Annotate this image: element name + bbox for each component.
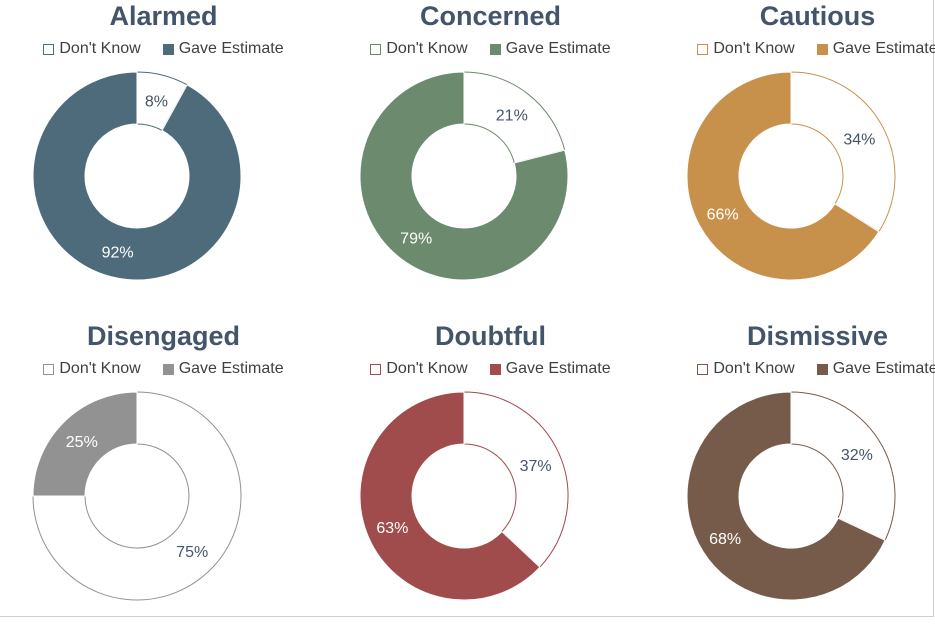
chart-title: Disengaged xyxy=(86,321,241,351)
legend-swatch xyxy=(370,43,382,55)
data-label-gave-estimate: 92% xyxy=(102,245,134,262)
legend-swatch xyxy=(816,43,828,55)
donut-slice-gave-estimate xyxy=(32,391,138,497)
chart-title: Concerned xyxy=(419,1,562,31)
chart-figure: Alarmed Don't Know Gave Estimate 8% 92% Conce… xyxy=(0,0,935,617)
legend-label: Gave Estimate xyxy=(178,360,284,377)
data-label-gave-estimate: 68% xyxy=(709,531,741,548)
donut-chart: 21% 79% xyxy=(359,71,569,281)
legend-entry-don-t-know: Don't Know xyxy=(697,360,795,378)
chart-legend: Don't Know Gave Estimate xyxy=(327,40,654,58)
legend-label: Gave Estimate xyxy=(832,360,935,377)
donut-panel-doubtful: Doubtful Don't Know Gave Estimate 37% 63% xyxy=(327,320,654,630)
legend-entry-gave-estimate: Gave Estimate xyxy=(162,360,284,378)
chart-legend: Don't Know Gave Estimate xyxy=(0,40,327,58)
data-label-don-t-know: 75% xyxy=(176,544,208,561)
legend-swatch xyxy=(697,363,709,375)
legend-entry-gave-estimate: Gave Estimate xyxy=(489,40,611,58)
donut-slice-gave-estimate xyxy=(686,391,886,601)
donut-chart: 75% 25% xyxy=(32,391,242,601)
donut-panel-concerned: Concerned Don't Know Gave Estimate 21% 79% xyxy=(327,0,654,310)
chart-title: Alarmed xyxy=(109,1,218,31)
chart-title: Doubtful xyxy=(435,321,546,351)
legend-entry-gave-estimate: Gave Estimate xyxy=(489,360,611,378)
legend-swatch xyxy=(43,363,55,375)
data-label-gave-estimate: 79% xyxy=(400,231,432,248)
donut-slice-don-t-know xyxy=(463,71,566,164)
donut-chart: 37% 63% xyxy=(359,391,569,601)
donut-panel-dismissive: Dismissive Don't Know Gave Estimate 32% 68% xyxy=(654,320,935,630)
legend-swatch xyxy=(43,43,55,55)
legend-swatch xyxy=(697,43,709,55)
donut-chart: 32% 68% xyxy=(686,391,896,601)
data-label-don-t-know: 21% xyxy=(496,107,528,124)
legend-label: Gave Estimate xyxy=(178,40,284,57)
legend-entry-don-t-know: Don't Know xyxy=(43,360,141,378)
legend-swatch xyxy=(489,363,501,375)
legend-entry-don-t-know: Don't Know xyxy=(697,40,795,58)
legend-label: Gave Estimate xyxy=(505,40,611,57)
data-label-don-t-know: 34% xyxy=(843,131,875,148)
chart-legend: Don't Know Gave Estimate xyxy=(654,40,935,58)
donut-slice-gave-estimate xyxy=(359,71,569,281)
legend-label: Gave Estimate xyxy=(505,360,611,377)
data-label-gave-estimate: 63% xyxy=(376,520,408,537)
donut-slice-don-t-know xyxy=(790,391,896,541)
chart-legend: Don't Know Gave Estimate xyxy=(654,360,935,378)
legend-entry-don-t-know: Don't Know xyxy=(43,40,141,58)
legend-entry-gave-estimate: Gave Estimate xyxy=(162,40,284,58)
donut-panel-alarmed: Alarmed Don't Know Gave Estimate 8% 92% xyxy=(0,0,327,310)
donut-slice-don-t-know xyxy=(32,391,242,601)
chart-legend: Don't Know Gave Estimate xyxy=(0,360,327,378)
data-label-don-t-know: 37% xyxy=(520,458,552,475)
data-label-gave-estimate: 25% xyxy=(66,434,98,451)
chart-legend: Don't Know Gave Estimate xyxy=(327,360,654,378)
chart-title: Cautious xyxy=(759,1,876,31)
donut-slice-gave-estimate xyxy=(686,71,880,281)
legend-label: Don't Know xyxy=(713,40,795,57)
legend-entry-don-t-know: Don't Know xyxy=(370,40,468,58)
donut-slice-don-t-know xyxy=(463,391,569,568)
legend-swatch xyxy=(370,363,382,375)
donut-slice-gave-estimate xyxy=(32,71,242,281)
data-label-don-t-know: 8% xyxy=(145,94,168,111)
data-label-gave-estimate: 66% xyxy=(707,207,739,224)
donut-panel-cautious: Cautious Don't Know Gave Estimate 34% 66% xyxy=(654,0,935,310)
legend-label: Don't Know xyxy=(386,360,468,377)
legend-entry-gave-estimate: Gave Estimate xyxy=(816,360,935,378)
legend-entry-gave-estimate: Gave Estimate xyxy=(816,40,935,58)
data-label-don-t-know: 32% xyxy=(841,447,873,464)
legend-entry-don-t-know: Don't Know xyxy=(370,360,468,378)
legend-label: Don't Know xyxy=(59,40,141,57)
legend-swatch xyxy=(162,363,174,375)
chart-title: Dismissive xyxy=(746,321,889,351)
legend-label: Don't Know xyxy=(59,360,141,377)
donut-slice-don-t-know xyxy=(790,71,896,233)
legend-swatch xyxy=(489,43,501,55)
legend-label: Gave Estimate xyxy=(832,40,935,57)
legend-label: Don't Know xyxy=(713,360,795,377)
donut-chart: 34% 66% xyxy=(686,71,896,281)
legend-swatch xyxy=(162,43,174,55)
donut-chart: 8% 92% xyxy=(32,71,242,281)
donut-panel-disengaged: Disengaged Don't Know Gave Estimate 75% 25% xyxy=(0,320,327,630)
donut-slice-gave-estimate xyxy=(359,391,541,601)
legend-label: Don't Know xyxy=(386,40,468,57)
legend-swatch xyxy=(816,363,828,375)
